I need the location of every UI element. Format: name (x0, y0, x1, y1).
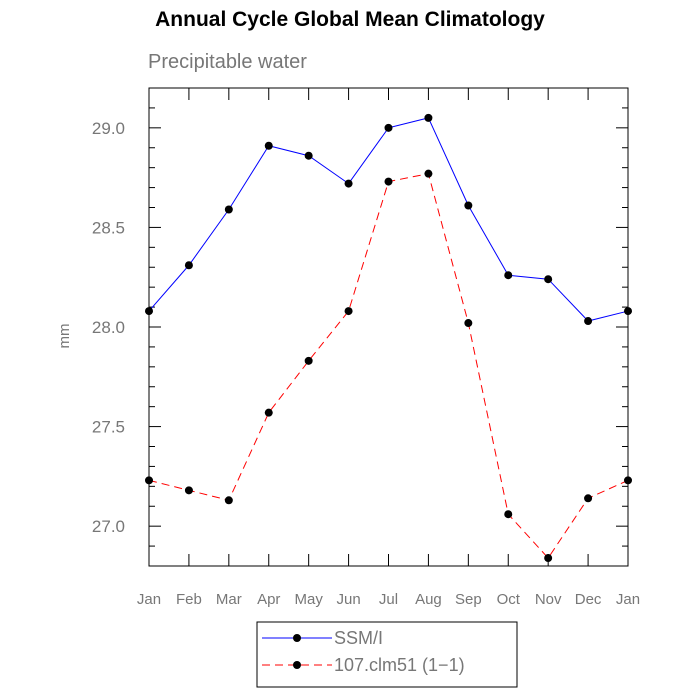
series-1-point (344, 179, 353, 188)
y-tick-label: 27.0 (92, 517, 125, 536)
x-tick-label: Dec (575, 591, 602, 608)
x-tick-label: Jun (336, 591, 360, 608)
y-tick-label: 28.0 (92, 318, 125, 337)
y-tick-label: 29.0 (92, 119, 125, 138)
series-2-point (344, 307, 353, 316)
series-2-point (504, 510, 513, 519)
legend-label-2: 107.clm51 (1−1) (334, 655, 465, 675)
series-2-point (544, 554, 553, 563)
series-line-2 (148, 173, 629, 559)
series-1-point (304, 151, 313, 160)
series-1-point (145, 307, 153, 316)
series-2-point (584, 494, 593, 503)
series-2-point (384, 177, 393, 186)
x-tick-label: Sep (455, 591, 482, 608)
legend-label-1: SSM/I (334, 628, 383, 648)
series-2-point (304, 356, 313, 365)
series-layer (145, 113, 632, 563)
y-tick-label: 27.5 (92, 418, 125, 437)
x-tick-label: Nov (535, 591, 562, 608)
x-tick-label: Feb (176, 591, 202, 608)
series-2-point (145, 476, 153, 485)
series-1-point (424, 113, 433, 122)
series-1-point (584, 317, 593, 326)
y-tick-label: 28.5 (92, 218, 125, 237)
legend-marker-2 (293, 661, 301, 669)
series-1-point (384, 123, 393, 132)
series-1-point (544, 275, 553, 284)
series-1-point (224, 205, 233, 214)
series-1-point (264, 141, 273, 150)
series-1-point (464, 201, 473, 210)
x-tick-label: Aug (415, 591, 442, 608)
x-tick-label: Apr (257, 591, 280, 608)
axes-layer: Jan Feb Mar Apr May Jun Jul Aug Sep Oct Nov Dec Jan 2… (92, 88, 640, 608)
x-tick-label: Jan (616, 591, 640, 608)
series-2-point (224, 496, 233, 505)
plot-frame (148, 87, 629, 567)
series-2-point (464, 319, 473, 328)
x-tick-label: Oct (497, 591, 521, 608)
y-axis-label: mm (56, 324, 73, 349)
legend-box (256, 621, 518, 688)
chart-title: Annual Cycle Global Mean Climatology (155, 8, 545, 31)
x-tick-label: May (294, 591, 323, 608)
x-tick-label: Mar (216, 591, 242, 608)
x-tick-label: Jan (137, 591, 161, 608)
x-tick-label: Jul (379, 591, 398, 608)
series-2-point (264, 408, 273, 417)
series-2-point (424, 169, 433, 178)
legend: SSM/I 107.clm51 (1−1) (262, 628, 465, 675)
series-2-point (624, 476, 632, 485)
series-2-point (184, 486, 193, 495)
chart-subtitle: Precipitable water (148, 51, 307, 73)
series-line-1 (148, 117, 629, 322)
legend-marker-1 (293, 634, 301, 642)
series-1-point (504, 271, 513, 280)
series-1-point (624, 307, 632, 316)
series-1-point (184, 261, 193, 270)
